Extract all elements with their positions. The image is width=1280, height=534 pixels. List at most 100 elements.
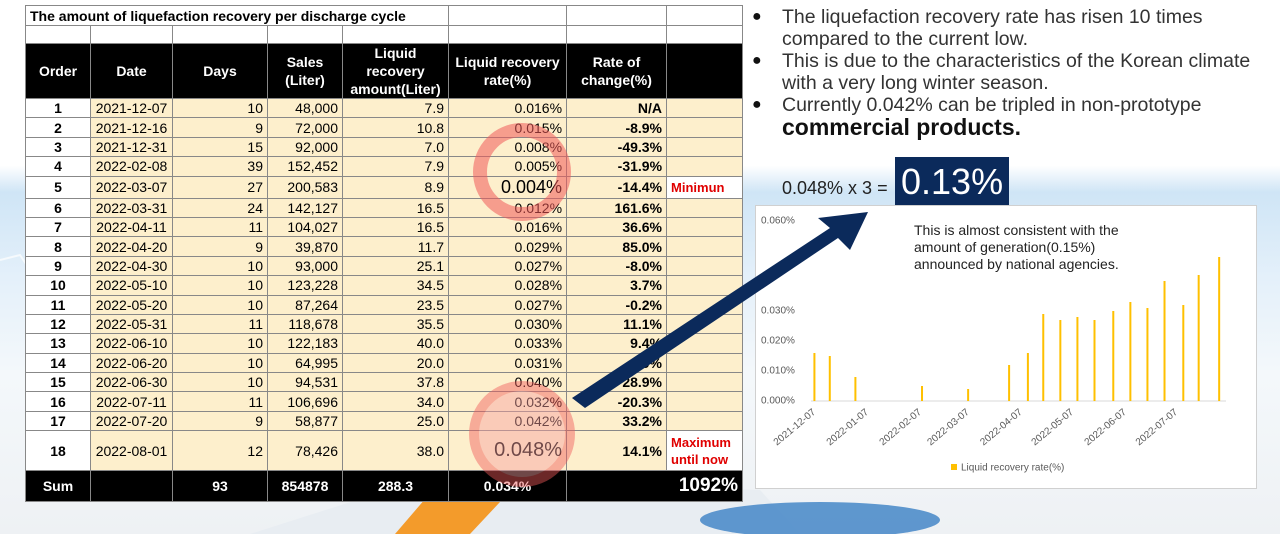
- empty-cell: [666, 5, 744, 26]
- table-cell: 0.028%: [448, 275, 568, 296]
- table-cell: 36.6%: [566, 216, 668, 238]
- data-row: 4 2022-02-08 39 152,452 7.9 0.005% -31.9%: [25, 156, 744, 177]
- table-cell: 0.040%: [448, 372, 568, 393]
- table-cell: 24: [172, 197, 268, 218]
- empty-cell: [90, 470, 173, 503]
- data-row: 2 2021-12-16 9 72,000 10.8 0.015% -8.9%: [25, 117, 744, 138]
- table-cell: 2022-02-08: [90, 156, 173, 177]
- table-cell: 11: [172, 216, 268, 238]
- table-cell: 2022-05-31: [90, 313, 173, 335]
- data-table: The amount of liquefaction recovery per …: [24, 5, 744, 503]
- table-cell: 152,452: [267, 156, 343, 177]
- table-cell: 14.1%: [566, 430, 668, 472]
- table-cell: 72,000: [267, 117, 343, 138]
- table-cell: 9: [172, 117, 268, 138]
- table-cell: 0.032%: [448, 391, 568, 412]
- chart-annotation: This is almost consistent with the amoun…: [914, 222, 1119, 272]
- table-cell: 0.042%: [448, 410, 568, 432]
- table-cell: 10: [172, 255, 268, 277]
- table-cell: 2: [25, 117, 91, 138]
- table-cell: 9: [172, 410, 268, 432]
- table-cell: 10: [172, 294, 268, 315]
- sum-cell: 1092%: [566, 470, 744, 503]
- bar: [854, 377, 857, 401]
- note-cell: [666, 97, 744, 119]
- table-cell: 0.030%: [448, 313, 568, 335]
- bar: [1129, 302, 1132, 401]
- bullet-item: The liquefaction recovery rate has risen…: [752, 6, 1252, 50]
- data-row: 16 2022-07-11 11 106,696 34.0 0.032% -20.3%: [25, 391, 744, 412]
- header-cell: Sales (Liter): [267, 43, 343, 99]
- note-cell: [666, 275, 744, 296]
- note-cell: [666, 197, 744, 218]
- note-cell: [666, 410, 744, 432]
- empty-cell: [448, 5, 568, 26]
- table-cell: 8: [25, 236, 91, 257]
- empty-cell: [90, 25, 173, 44]
- table-cell: 16: [25, 391, 91, 412]
- note-cell: [666, 236, 744, 257]
- bullet-item: This is due to the characteristics of th…: [752, 50, 1252, 94]
- bullet-text: This is due to the characteristics of th…: [782, 50, 1251, 94]
- table-cell: 34.0: [341, 391, 450, 412]
- data-row: 9 2022-04-30 10 93,000 25.1 0.027% -8.0%: [25, 255, 744, 277]
- y-tick-label: 0.060%: [761, 216, 795, 227]
- bullet-text: Currently 0.042% can be tripled in non-p…: [782, 94, 1202, 116]
- table-cell: 2022-04-20: [90, 236, 173, 257]
- empty-cell: [566, 5, 668, 26]
- bar: [1059, 320, 1062, 401]
- table-cell: 92,000: [267, 136, 343, 158]
- table-cell: 5: [25, 175, 91, 199]
- table-cell: 3.7%: [566, 275, 668, 296]
- x-tick-label: 2022-06-07: [1083, 407, 1130, 449]
- sum-cell: 93: [172, 470, 268, 503]
- table-cell: 142,127: [267, 197, 343, 218]
- x-tick-label: 2022-07-07: [1134, 407, 1181, 449]
- header-cell: Rate of change(%): [566, 43, 668, 99]
- table-cell: 0.027%: [448, 255, 568, 277]
- x-tick-label: 2022-02-07: [878, 407, 925, 449]
- table-cell: 0.016%: [448, 97, 568, 119]
- bar: [1076, 317, 1079, 401]
- empty-cell: [566, 25, 668, 44]
- table-cell: 10.8: [341, 117, 450, 138]
- note-cell: [666, 294, 744, 315]
- data-row: 14 2022-06-20 10 64,995 20.0 0.031% -6.0%: [25, 352, 744, 374]
- table-cell: 0.015%: [448, 117, 568, 138]
- header-row: Order Date Days Sales (Liter) Liquid recover…: [25, 43, 744, 99]
- table-cell: 10: [172, 372, 268, 393]
- table-cell: 94,531: [267, 372, 343, 393]
- table-cell: 25.1: [341, 255, 450, 277]
- bar: [1112, 311, 1115, 401]
- legend-label: Liquid recovery rate(%): [961, 463, 1064, 474]
- table-cell: 11.1%: [566, 313, 668, 335]
- y-tick-label: 0.020%: [761, 336, 795, 347]
- table-cell: 2022-07-20: [90, 410, 173, 432]
- bar: [1146, 308, 1149, 401]
- table-cell: 4: [25, 156, 91, 177]
- table-cell: 58,877: [267, 410, 343, 432]
- bar: [1026, 353, 1029, 401]
- table-cell: 15: [172, 136, 268, 158]
- table-cell: 15: [25, 372, 91, 393]
- table-cell: 2022-04-30: [90, 255, 173, 277]
- sum-cell: 288.3: [341, 470, 450, 503]
- x-tick-label: 2022-05-07: [1030, 407, 1077, 449]
- x-tick-label: 2022-03-07: [925, 407, 972, 449]
- note-cell: [666, 136, 744, 158]
- table-cell: 11: [25, 294, 91, 315]
- table-cell: 11: [172, 313, 268, 335]
- note-cell: [666, 216, 744, 238]
- table-cell: 10: [172, 275, 268, 296]
- bar: [1182, 305, 1185, 401]
- table-cell: 9.4%: [566, 333, 668, 354]
- table-cell: 2021-12-07: [90, 97, 173, 119]
- empty-cell: [25, 25, 91, 44]
- table-cell: 7.9: [341, 156, 450, 177]
- table-cell: 0.004%: [448, 175, 568, 199]
- table-cell: 93,000: [267, 255, 343, 277]
- table-cell: 123,228: [267, 275, 343, 296]
- note-cell: [666, 156, 744, 177]
- table-cell: 37.8: [341, 372, 450, 393]
